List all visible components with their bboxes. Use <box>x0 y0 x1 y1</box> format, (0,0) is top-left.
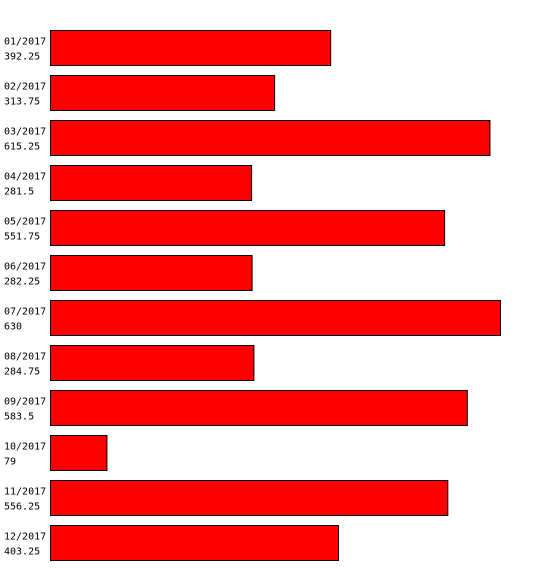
value-label: 392.25 <box>4 52 40 63</box>
bar <box>50 345 255 381</box>
category-label: 11/2017 <box>4 487 46 498</box>
bar <box>50 390 468 426</box>
category-label: 12/2017 <box>4 532 46 543</box>
category-label: 04/2017 <box>4 172 46 183</box>
category-label: 10/2017 <box>4 442 46 453</box>
category-label: 05/2017 <box>4 217 46 228</box>
value-label: 281.5 <box>4 187 34 198</box>
bar <box>50 480 449 516</box>
value-label: 556.25 <box>4 502 40 513</box>
value-label: 403.25 <box>4 547 40 558</box>
bar <box>50 435 108 471</box>
bar <box>50 255 253 291</box>
bar <box>50 30 332 66</box>
value-label: 284.75 <box>4 367 40 378</box>
value-label: 630 <box>4 322 22 333</box>
category-label: 06/2017 <box>4 262 46 273</box>
category-label: 08/2017 <box>4 352 46 363</box>
value-label: 313.75 <box>4 97 40 108</box>
bar <box>50 75 276 111</box>
bar <box>50 120 491 156</box>
value-label: 615.25 <box>4 142 40 153</box>
value-label: 79 <box>4 457 16 468</box>
category-label: 03/2017 <box>4 127 46 138</box>
bar <box>50 525 340 561</box>
value-label: 583.5 <box>4 412 34 423</box>
bar <box>50 165 253 201</box>
category-label: 02/2017 <box>4 82 46 93</box>
value-label: 551.75 <box>4 232 40 243</box>
category-label: 09/2017 <box>4 397 46 408</box>
category-label: 01/2017 <box>4 37 46 48</box>
bar <box>50 210 446 246</box>
value-label: 282.25 <box>4 277 40 288</box>
category-label: 07/2017 <box>4 307 46 318</box>
bar <box>50 300 501 336</box>
